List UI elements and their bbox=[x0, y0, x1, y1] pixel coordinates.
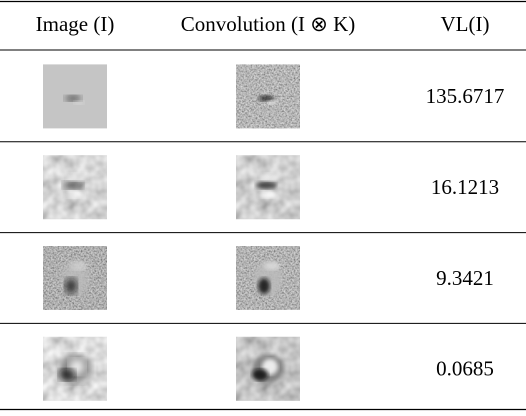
thumbnail-image bbox=[43, 337, 107, 401]
image-feature bbox=[252, 369, 268, 381]
image-feature bbox=[59, 369, 75, 381]
thumbnail-image bbox=[236, 155, 300, 219]
page: {"table": {"header": ["Image (I)", "Conv… bbox=[0, 0, 526, 411]
vl-value: 135.6717 bbox=[426, 84, 505, 108]
thumbnail-image bbox=[43, 155, 107, 219]
image-feature bbox=[264, 262, 280, 270]
image-feature bbox=[74, 100, 84, 104]
image-feature bbox=[267, 100, 277, 104]
image-feature bbox=[256, 181, 276, 189]
thumbnail-image bbox=[43, 64, 107, 128]
results-table: Image (I) Convolution (I ⊗ K) VL(I) 135.… bbox=[0, 0, 526, 411]
header-cell: VL(I) bbox=[441, 12, 490, 36]
thumbnail-image bbox=[236, 246, 300, 310]
vl-value: 16.1213 bbox=[431, 175, 499, 199]
vl-value: 9.3421 bbox=[436, 266, 494, 290]
image-feature bbox=[63, 181, 83, 189]
image-feature bbox=[260, 173, 280, 181]
header-cell: Image (I) bbox=[36, 12, 115, 36]
image-feature bbox=[66, 192, 84, 198]
image-feature bbox=[71, 262, 87, 270]
header-cell: Convolution (I ⊗ K) bbox=[181, 12, 356, 36]
image-feature bbox=[65, 278, 77, 294]
thumbnail-image bbox=[236, 337, 300, 401]
vl-value: 0.0685 bbox=[436, 357, 494, 381]
image-feature bbox=[67, 173, 87, 181]
thumbnail-image bbox=[236, 64, 300, 128]
thumbnail-image bbox=[43, 246, 107, 310]
image-feature bbox=[259, 192, 277, 198]
image-feature bbox=[258, 278, 270, 294]
